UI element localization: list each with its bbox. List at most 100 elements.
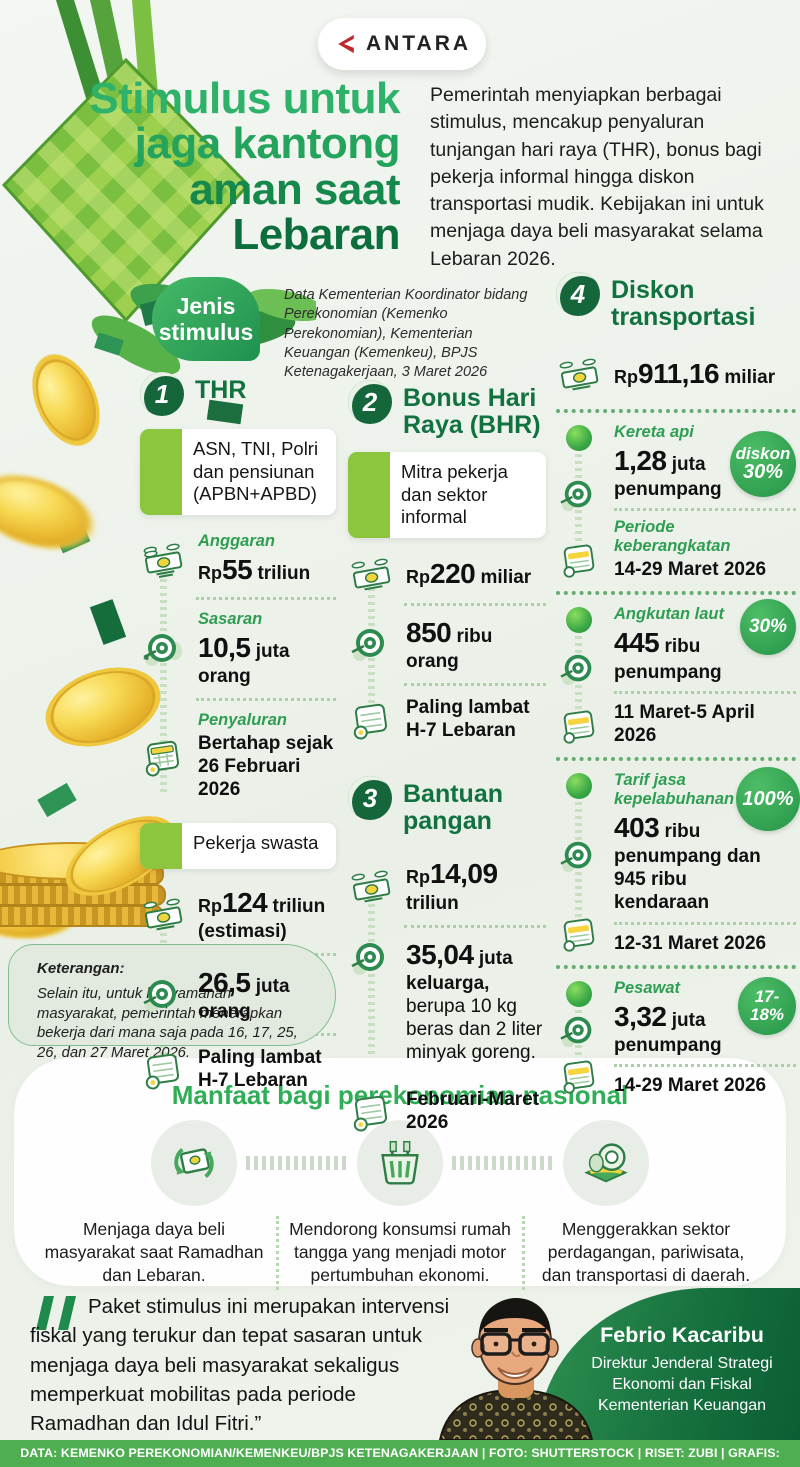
badge-text: 18% <box>749 1004 785 1024</box>
bhr-anggaran-row: Rp220 miliar <box>348 547 546 601</box>
target-icon <box>348 938 394 978</box>
dotted-connector <box>246 1156 346 1170</box>
badge-text: 100% <box>742 787 794 810</box>
mode-volume: 445 ribu penumpang <box>614 626 796 683</box>
bhr-sasaran-value: 850 ribu orang <box>406 616 546 673</box>
section-number-4: 4 <box>556 272 600 316</box>
bhr-title: Bonus Hari Raya (BHR) <box>403 384 541 439</box>
shopping-basket-icon <box>357 1120 443 1206</box>
amount: 220 <box>430 557 476 589</box>
confetti <box>94 332 124 356</box>
target-icon <box>348 624 394 664</box>
mode-body: Kereta api 1,28 juta penumpang Periode k… <box>614 423 796 581</box>
amount: 911,16 <box>638 357 720 389</box>
keterangan-body: Selain itu, untuk kenyamanan masyarakat,… <box>37 986 298 1061</box>
money-icon <box>556 355 602 393</box>
dotted-ladder <box>368 883 375 1124</box>
dotted-separator <box>614 690 796 694</box>
mode-volume: 403 ribu penumpang dan 945 ribu kendaraa… <box>614 811 796 915</box>
penyaluran-label: Penyaluran <box>198 711 287 730</box>
thr-penyaluran-text: Penyaluran Bertahap sejak 26 Februari 20… <box>198 711 336 801</box>
bhr-header: 2 Bonus Hari Raya (BHR) <box>348 380 546 439</box>
amount: 26,5 <box>198 966 251 998</box>
mode-icon-column <box>556 771 602 955</box>
person-name: Febrio Kacaribu <box>600 1323 764 1348</box>
strong-dotted-separator <box>556 409 796 413</box>
money-icon <box>140 540 186 579</box>
unit: triliun (estimasi) <box>198 895 326 942</box>
unit: juta penumpang <box>614 1009 722 1056</box>
mode-period: 14-29 Maret 2026 <box>614 1075 767 1097</box>
antara-logo-icon <box>338 34 354 54</box>
bhr-recipient-box: Mitra pekerja dan sektor informal <box>348 452 546 538</box>
thr-penyaluran-value: Bertahap sejak 26 Februari 2026 <box>198 733 334 801</box>
green-bar <box>348 452 390 538</box>
badge-text: diskon <box>735 443 791 463</box>
calendar-icon <box>563 1060 595 1094</box>
amount: 1,28 <box>614 444 667 476</box>
benefits-title: Manfaat bagi perekonomian nasional <box>171 1080 629 1110</box>
mode-name: Tarif jasa kepelabuhanan <box>614 771 735 809</box>
thr2-sasaran-row: 26,5 juta orang <box>140 958 336 1031</box>
data-source-note: Data Kementerian Koordinator bidang Pere… <box>284 287 528 381</box>
dotted-vertical-divider <box>276 1216 279 1290</box>
dotted-separator <box>404 924 546 928</box>
pangan-header: 3 Bantuan pangan <box>348 776 546 835</box>
keterangan-title: Keterangan: <box>37 960 125 977</box>
unit: miliar <box>480 566 532 588</box>
thr2-sasaran-value: 26,5 juta orang <box>198 966 336 1023</box>
title-line: Lebaran <box>232 209 400 259</box>
discount-badge: 17- 18% <box>738 976 796 1035</box>
quote-mark-icon <box>36 1296 76 1330</box>
detail-text: berupa 10 kg beras dan 2 liter minyak go… <box>406 996 543 1064</box>
thr-anggaran-value: Rp55 triliun <box>198 553 310 587</box>
badge-text: 17- <box>754 986 780 1006</box>
thr2-penyaluran-value: Paling lambat H-7 Lebaran <box>198 1047 322 1092</box>
amount: 850 <box>406 616 452 648</box>
mode-body: Tarif jasa kepelabuhanan 403 ribu penump… <box>614 771 796 955</box>
anggaran-label: Anggaran <box>198 531 276 550</box>
calendar-icon <box>563 710 595 744</box>
dotted-vertical-divider <box>522 1216 525 1290</box>
pangan-period-value: Februari-Maret 2026 <box>406 1088 540 1133</box>
unit: ribu penumpang <box>614 636 722 683</box>
bhr-group: Rp220 miliar 850 ribu orang Paling lamba… <box>348 547 546 751</box>
pangan-sasaran-value: 35,04 juta keluarga, berupa 10 kg beras … <box>406 938 546 1065</box>
green-bar <box>140 429 182 515</box>
green-ball-icon <box>566 773 592 800</box>
mode-period: 12-31 Maret 2026 <box>614 932 767 954</box>
gold-coin <box>0 462 102 562</box>
dotted-separator <box>614 508 796 512</box>
title-line: Stimulus untuk <box>89 74 400 123</box>
pangan-title: Bantuan pangan <box>403 780 503 836</box>
calendar-icon <box>140 1048 186 1090</box>
strong-dotted-separator <box>556 964 796 969</box>
section-number-1: 1 <box>140 372 184 416</box>
benefit-text-2: Mendorong konsumsi rumah tangga yang men… <box>289 1219 511 1286</box>
calendar-icon <box>140 735 186 777</box>
section-bhr-pangan: 2 Bonus Hari Raya (BHR) Mitra pekerja da… <box>348 380 546 1142</box>
unit: ribu penumpang dan 945 ribu kendaraan <box>614 820 761 914</box>
calendar-icon <box>348 1090 394 1132</box>
discount-badge: 100% <box>736 767 800 832</box>
amount: 35,04 <box>406 938 474 970</box>
transport-title: Diskon transportasi <box>611 276 756 331</box>
transport-header: 4 Diskon transportasi <box>556 272 796 331</box>
mode-kereta-api: diskon 30% Kereta api 1,28 juta penumpan… <box>556 421 796 583</box>
thr-sasaran-row: Sasaran 10,5 juta orang <box>140 602 336 696</box>
mode-icon-column <box>556 605 602 747</box>
gold-coin <box>19 344 113 456</box>
confetti <box>37 782 77 818</box>
person-card: Febrio Kacaribu Direktur Jenderal Strate… <box>538 1288 800 1440</box>
amount: 445 <box>614 627 660 659</box>
thr-title: THR <box>195 376 247 404</box>
mode-name: Pesawat <box>614 978 681 997</box>
bhr-anggaran-value: Rp220 miliar <box>406 557 531 591</box>
amount: 124 <box>222 886 268 918</box>
dotted-connector <box>452 1156 552 1170</box>
thr-recipient-box-2: Pekerja swasta <box>140 822 336 869</box>
mode-period: 14-29 Maret 2026 <box>614 559 767 581</box>
mode-pesawat: 17- 18% Pesawat 3,32 juta penumpang 14-2… <box>556 976 796 1099</box>
amount: 14,09 <box>430 858 498 890</box>
dotted-separator <box>404 602 546 606</box>
